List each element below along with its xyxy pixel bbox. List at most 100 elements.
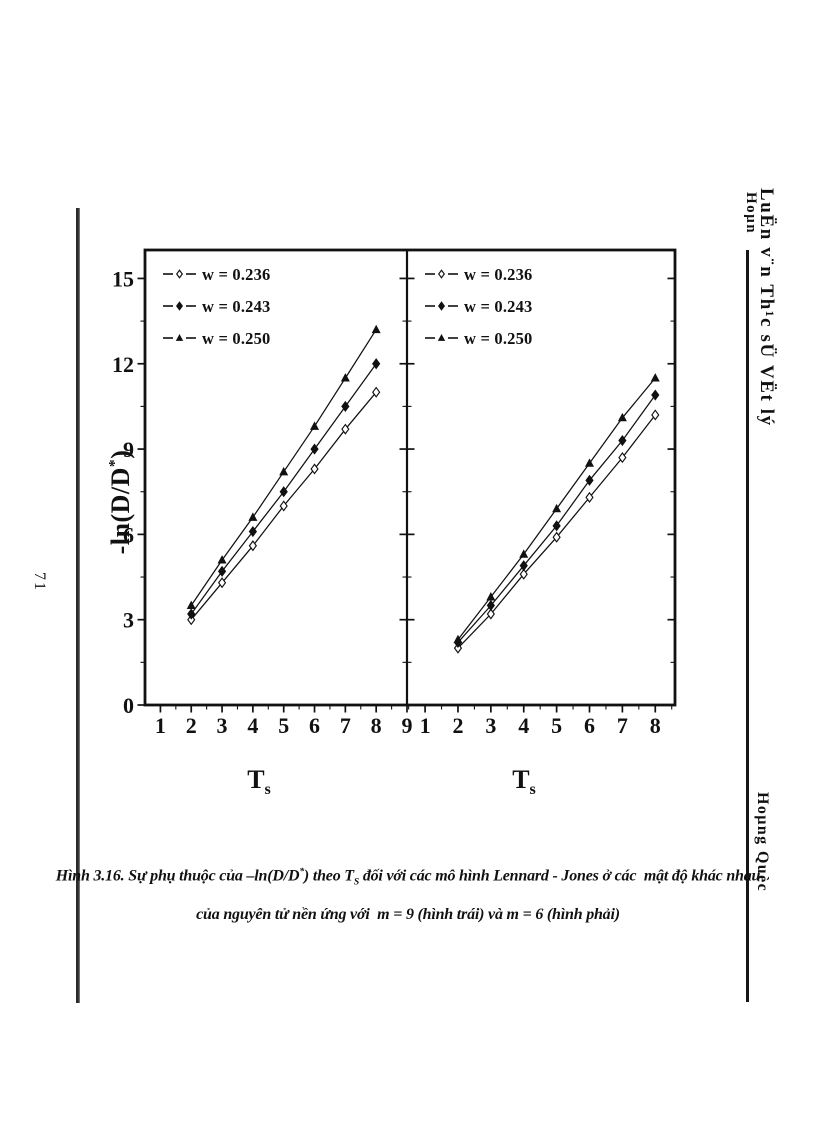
x-axis-title-right-text: T (512, 764, 530, 794)
data-point-marker-triangle (519, 549, 529, 558)
x-axis-tick-label: 5 (551, 713, 562, 738)
data-point-marker-diamond (552, 520, 561, 532)
data-point-marker-diamond (618, 452, 627, 464)
caption-superscript: * (299, 866, 304, 877)
x-axis-tick-label: 9 (402, 713, 413, 738)
legend-entry-label: w = 0.243 (202, 297, 271, 316)
caption-line-2: của nguyên tử nền ứng với m = 9 (hình tr… (56, 899, 760, 931)
data-point-marker-triangle (340, 373, 350, 382)
x-axis-title-right: Ts (512, 765, 536, 799)
data-point-marker-diamond (519, 568, 528, 580)
x-axis-tick-label: 1 (155, 713, 166, 738)
data-point-marker-diamond (372, 358, 381, 370)
data-point-marker-diamond (217, 577, 227, 589)
data-point-marker-triangle (248, 512, 258, 521)
data-point-marker-triangle (437, 333, 446, 341)
legend-entry-label: w = 0.250 (202, 329, 271, 348)
x-axis-tick-label: 6 (309, 713, 320, 738)
y-axis-tick-label: 12 (112, 352, 134, 377)
caption-line-1: Hình 3.16. Sự phụ thuộc của –ln(D/D*) th… (55, 856, 761, 899)
data-point-marker-triangle (617, 412, 627, 422)
y-axis-title-close: ) (106, 449, 135, 459)
x-axis-tick-label: 2 (452, 713, 463, 738)
data-point-marker-diamond (519, 560, 528, 572)
figure-caption: Hình 3.16. Sự phụ thuộc của –ln(D/D*) th… (55, 856, 761, 931)
caption-segment: đối với các mô hình Lennard - Jones ở cá… (359, 867, 761, 885)
y-axis-title-sup: * (106, 458, 124, 468)
x-axis-tick-label: 8 (650, 713, 661, 738)
x-axis-tick-label: 1 (420, 713, 431, 738)
data-point-marker-diamond (279, 500, 288, 512)
data-point-marker-triangle (310, 421, 320, 430)
y-axis-title: -ln(D/D*) (106, 450, 136, 555)
data-point-marker-diamond (310, 443, 319, 455)
x-axis-tick-label: 7 (617, 713, 628, 738)
data-point-marker-diamond (279, 486, 288, 498)
data-point-marker-diamond (187, 614, 196, 626)
x-axis-tick-label: 7 (340, 713, 351, 738)
data-point-marker-diamond (552, 531, 561, 543)
y-axis-tick-label: 6 (123, 522, 134, 547)
legend-entry-label: w = 0.236 (202, 265, 271, 284)
legend-entry-label: w = 0.243 (464, 297, 533, 316)
data-point-marker-diamond (310, 463, 319, 475)
y-axis-tick-label: 15 (112, 266, 134, 291)
data-point-marker-diamond (175, 269, 184, 279)
data-point-marker-diamond (437, 301, 446, 311)
y-axis-tick-label: 3 (123, 608, 134, 633)
data-point-marker-diamond (453, 642, 463, 654)
x-axis-tick-label: 5 (278, 713, 289, 738)
data-point-marker-triangle (552, 503, 562, 513)
data-point-marker-diamond (486, 608, 495, 620)
data-point-marker-triangle (186, 600, 196, 609)
data-point-marker-diamond (486, 599, 495, 612)
caption-subscript: S (353, 876, 360, 888)
data-point-marker-diamond (651, 389, 660, 401)
data-point-marker-triangle (453, 634, 463, 644)
data-point-marker-diamond (437, 269, 446, 279)
x-axis-title-left-sub: s (264, 781, 271, 799)
x-axis-title-left: Ts (247, 765, 271, 799)
y-axis-tick-label: 0 (123, 693, 134, 718)
x-axis-tick-label: 8 (371, 713, 382, 738)
data-point-marker-triangle (217, 555, 227, 564)
data-point-marker-diamond (175, 301, 184, 311)
x-axis-tick-label: 3 (485, 713, 496, 738)
data-point-marker-triangle (486, 592, 496, 601)
data-point-marker-diamond (217, 565, 227, 577)
data-point-marker-diamond (585, 491, 594, 503)
caption-segment: của nguyên tử nền ứng với m = 9 (hình tr… (196, 905, 620, 923)
left-margin-rule (76, 208, 80, 1003)
data-point-marker-diamond (651, 409, 660, 421)
legend-entry-label: w = 0.236 (464, 265, 533, 284)
x-axis-tick-label: 3 (217, 713, 228, 738)
data-point-marker-triangle (650, 373, 660, 382)
data-point-marker-triangle (279, 466, 289, 476)
caption-segment: ) theo T (303, 867, 354, 885)
y-axis-title-text: -ln(D/D (106, 467, 135, 555)
data-point-marker-diamond (248, 525, 257, 538)
caption-segment: Hình 3.16. Sự phụ thuộc của –ln(D/D (55, 867, 300, 885)
x-axis-title-left-text: T (247, 764, 265, 794)
data-point-marker-triangle (371, 324, 381, 334)
data-point-marker-diamond (372, 386, 381, 398)
legend-entry-label: w = 0.250 (464, 329, 533, 348)
data-point-marker-diamond (187, 608, 196, 620)
right-margin-rule (746, 250, 750, 1002)
data-point-marker-triangle (585, 458, 595, 467)
chart-frame (143, 248, 677, 707)
y-axis-tick-label: 9 (123, 437, 134, 462)
data-point-marker-diamond (248, 540, 257, 552)
data-point-marker-diamond (585, 474, 594, 486)
data-point-marker-diamond (341, 400, 350, 412)
data-point-marker-triangle (175, 333, 184, 341)
x-axis-tick-label: 6 (584, 713, 595, 738)
data-point-marker-diamond (341, 423, 350, 435)
x-axis-tick-label: 4 (518, 713, 529, 738)
x-axis-tick-label: 2 (186, 713, 197, 738)
x-axis-title-right-sub: s (529, 781, 536, 799)
x-axis-tick-label: 4 (247, 713, 258, 738)
data-point-marker-diamond (618, 434, 627, 447)
